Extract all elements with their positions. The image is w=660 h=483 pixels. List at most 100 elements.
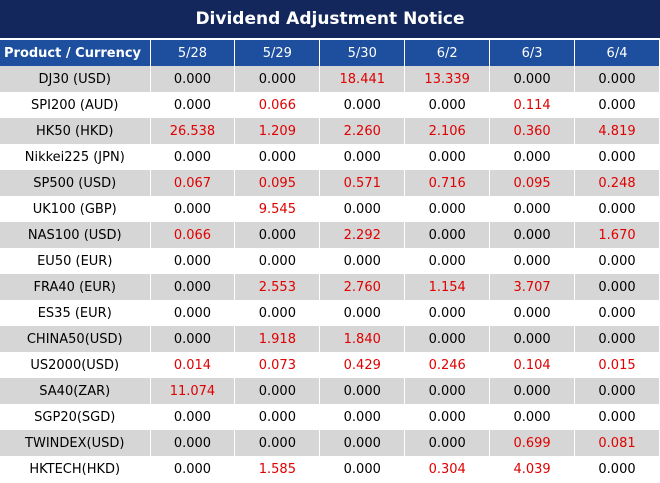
value-cell: 0.000	[234, 144, 321, 170]
header-row: Product / Currency 5/28 5/29 5/30 6/2 6/3 6/4	[0, 40, 660, 66]
table-row: FRA40 (EUR) 0.000 2.553 2.760 1.154 3.707 0.00…	[0, 274, 660, 300]
value-cell: 0.000	[489, 326, 576, 352]
value-cell: 0.000	[319, 196, 406, 222]
value-cell: 2.260	[319, 118, 406, 144]
product-cell: UK100 (GBP)	[0, 196, 151, 222]
value-cell: 0.000	[319, 378, 406, 404]
value-cell: 0.000	[150, 456, 236, 482]
value-cell: 1.670	[574, 222, 660, 248]
value-cell: 0.000	[574, 144, 660, 170]
value-cell: 18.441	[319, 66, 406, 92]
product-cell: TWINDEX(USD)	[0, 430, 151, 456]
value-cell: 0.000	[319, 144, 406, 170]
value-cell: 0.000	[574, 196, 660, 222]
value-cell: 0.000	[404, 248, 491, 274]
value-cell: 0.000	[319, 92, 406, 118]
value-cell: 0.067	[150, 170, 236, 196]
value-cell: 0.304	[404, 456, 491, 482]
value-cell: 0.000	[404, 92, 491, 118]
value-cell: 0.000	[489, 196, 576, 222]
value-cell: 0.716	[404, 170, 491, 196]
value-cell: 0.000	[574, 92, 660, 118]
value-cell: 0.000	[234, 66, 321, 92]
value-cell: 1.209	[234, 118, 321, 144]
value-cell: 0.000	[150, 274, 236, 300]
value-cell: 2.760	[319, 274, 406, 300]
header-cell: 6/3	[489, 40, 576, 66]
table-row: US2000(USD) 0.014 0.073 0.429 0.246 0.104 0.01…	[0, 352, 660, 378]
value-cell: 0.000	[150, 196, 236, 222]
value-cell: 2.106	[404, 118, 491, 144]
value-cell: 0.000	[404, 430, 491, 456]
value-cell: 0.000	[234, 404, 321, 430]
value-cell: 0.000	[489, 66, 576, 92]
header-cell: 6/2	[404, 40, 491, 66]
value-cell: 13.339	[404, 66, 491, 92]
value-cell: 0.000	[150, 248, 236, 274]
value-cell: 4.039	[489, 456, 576, 482]
product-cell: US2000(USD)	[0, 352, 151, 378]
value-cell: 0.429	[319, 352, 406, 378]
value-cell: 0.000	[404, 404, 491, 430]
value-cell: 0.095	[489, 170, 576, 196]
value-cell: 0.000	[574, 378, 660, 404]
value-cell: 0.066	[234, 92, 321, 118]
table-row: SGP20(SGD) 0.000 0.000 0.000 0.000 0.000 0.000	[0, 404, 660, 430]
value-cell: 1.840	[319, 326, 406, 352]
product-cell: SPI200 (AUD)	[0, 92, 151, 118]
value-cell: 0.360	[489, 118, 576, 144]
value-cell: 0.081	[574, 430, 660, 456]
table-row: SP500 (USD) 0.067 0.095 0.571 0.716 0.095 0.24…	[0, 170, 660, 196]
product-cell: SP500 (USD)	[0, 170, 151, 196]
product-cell: NAS100 (USD)	[0, 222, 151, 248]
value-cell: 0.014	[150, 352, 236, 378]
value-cell: 0.114	[489, 92, 576, 118]
value-cell: 0.000	[404, 378, 491, 404]
value-cell: 0.000	[234, 248, 321, 274]
value-cell: 0.000	[489, 300, 576, 326]
value-cell: 0.000	[574, 248, 660, 274]
value-cell: 0.248	[574, 170, 660, 196]
table-row: HKTECH(HKD) 0.000 1.585 0.000 0.304 4.039 0.00…	[0, 456, 660, 482]
header-cell: 5/28	[150, 40, 236, 66]
value-cell: 0.000	[319, 248, 406, 274]
value-cell: 0.000	[574, 404, 660, 430]
header-cell: 5/30	[319, 40, 406, 66]
table-row: SPI200 (AUD) 0.000 0.066 0.000 0.000 0.114 0.0…	[0, 92, 660, 118]
table-row: ES35 (EUR) 0.000 0.000 0.000 0.000 0.000 0.000	[0, 300, 660, 326]
table-row: DJ30 (USD) 0.000 0.000 18.441 13.339 0.000 0.0…	[0, 66, 660, 92]
title: Dividend Adjustment Notice	[0, 0, 660, 38]
value-cell: 0.073	[234, 352, 321, 378]
value-cell: 0.000	[404, 222, 491, 248]
value-cell: 3.707	[489, 274, 576, 300]
product-cell: DJ30 (USD)	[0, 66, 151, 92]
value-cell: 0.000	[319, 300, 406, 326]
value-cell: 0.000	[234, 300, 321, 326]
table: Product / Currency 5/28 5/29 5/30 6/2 6/3 6/4 …	[0, 40, 660, 482]
product-cell: SGP20(SGD)	[0, 404, 151, 430]
value-cell: 0.000	[489, 378, 576, 404]
table-row: TWINDEX(USD) 0.000 0.000 0.000 0.000 0.699 0.0…	[0, 430, 660, 456]
product-cell: Nikkei225 (JPN)	[0, 144, 151, 170]
value-cell: 0.000	[150, 300, 236, 326]
value-cell: 0.000	[150, 430, 236, 456]
value-cell: 0.066	[150, 222, 236, 248]
value-cell: 0.000	[404, 300, 491, 326]
value-cell: 0.000	[319, 456, 406, 482]
table-row: EU50 (EUR) 0.000 0.000 0.000 0.000 0.000 0.000	[0, 248, 660, 274]
value-cell: 0.000	[150, 92, 236, 118]
value-cell: 2.553	[234, 274, 321, 300]
value-cell: 0.000	[234, 430, 321, 456]
product-cell: EU50 (EUR)	[0, 248, 151, 274]
value-cell: 0.246	[404, 352, 491, 378]
table-row: NAS100 (USD) 0.066 0.000 2.292 0.000 0.000 1.6…	[0, 222, 660, 248]
value-cell: 26.538	[150, 118, 236, 144]
value-cell: 1.918	[234, 326, 321, 352]
product-cell: HKTECH(HKD)	[0, 456, 151, 482]
table-row: SA40(ZAR) 11.074 0.000 0.000 0.000 0.000 0.000	[0, 378, 660, 404]
table-row: CHINA50(USD) 0.000 1.918 1.840 0.000 0.000 0.0…	[0, 326, 660, 352]
product-cell: HK50 (HKD)	[0, 118, 151, 144]
value-cell: 0.571	[319, 170, 406, 196]
value-cell: 0.000	[574, 456, 660, 482]
